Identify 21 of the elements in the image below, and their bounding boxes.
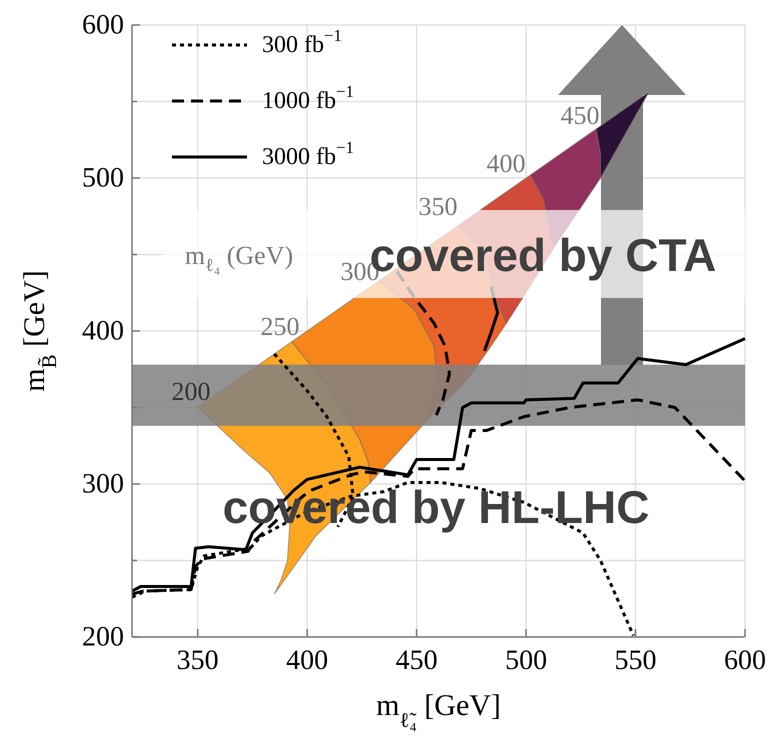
annotation: 400 bbox=[486, 148, 526, 178]
x-tick-label: 400 bbox=[286, 645, 328, 676]
y-tick-label: 400 bbox=[82, 316, 124, 346]
x-tick-label: 350 bbox=[176, 645, 219, 676]
x-tick-label: 600 bbox=[724, 645, 766, 676]
y-tick-label: 200 bbox=[82, 622, 124, 652]
legend-label: 3000 fb$^{−1}$ bbox=[262, 138, 354, 170]
legend-label: 300 fb$^{−1}$ bbox=[262, 26, 342, 58]
annotation: 450 bbox=[560, 100, 600, 130]
annotation: m$_{ℓ₄}$ (GeV) bbox=[184, 240, 294, 275]
x-tick-label: 450 bbox=[396, 645, 438, 676]
annotation: 200 bbox=[172, 376, 210, 406]
annotation: 250 bbox=[260, 312, 300, 340]
y-tick-label: 600 bbox=[82, 10, 124, 40]
y-tick-label: 300 bbox=[82, 468, 124, 500]
x-tick-label: 500 bbox=[505, 645, 548, 676]
x-axis-title: m$_{ℓ̃₄}$ [GeV] bbox=[376, 689, 501, 732]
legend-label: 1000 fb$^{−1}$ bbox=[262, 82, 354, 114]
y-tick-label: 500 bbox=[82, 162, 124, 194]
annotation: 350 bbox=[418, 192, 458, 220]
x-tick-label: 550 bbox=[614, 645, 657, 676]
